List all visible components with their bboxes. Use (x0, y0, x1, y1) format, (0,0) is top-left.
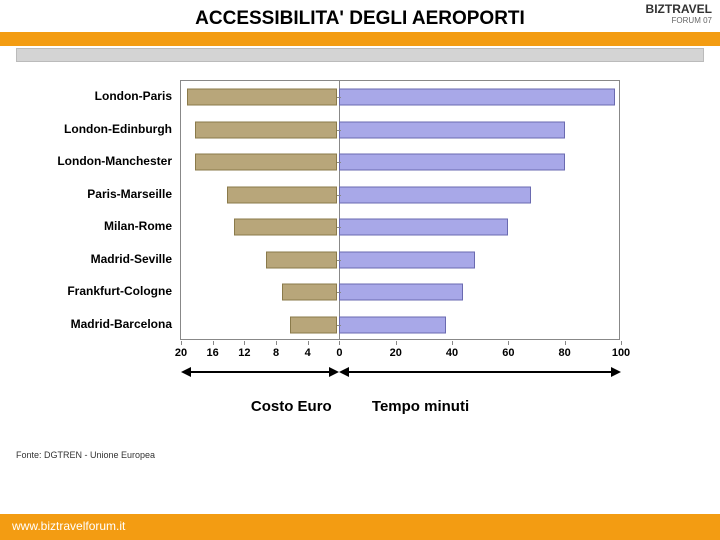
category-label: London-Edinburgh (64, 122, 172, 136)
header: ACCESSIBILITA' DEGLI AEROPORTI BIZTRAVEL… (0, 0, 720, 68)
footer-url: www.biztravelforum.it (12, 519, 125, 533)
logo-line2: FORUM 07 (592, 16, 712, 25)
time-bar (339, 251, 474, 268)
x-tick-label: 40 (446, 347, 458, 359)
logo: BIZTRAVEL FORUM 07 (592, 2, 712, 46)
category-label: Milan-Rome (104, 219, 172, 233)
grey-bar (16, 48, 704, 62)
axis-caption: Costo Euro Tempo minuti (0, 398, 720, 415)
category-label: Madrid-Barcelona (71, 317, 172, 331)
category-label: Madrid-Seville (91, 252, 172, 266)
x-tick-label: 80 (559, 347, 571, 359)
right-axis-arrow (339, 367, 621, 377)
caption-right: Tempo minuti (372, 398, 469, 415)
footer: www.biztravelforum.it (0, 514, 720, 540)
cost-bar (266, 251, 337, 268)
x-tick-label: 60 (502, 347, 514, 359)
caption-left: Costo Euro (251, 398, 332, 415)
cost-bar (234, 219, 337, 236)
cost-bar (195, 154, 338, 171)
cost-bar (282, 284, 337, 301)
cost-bar (195, 121, 338, 138)
x-tick-label: 8 (273, 347, 279, 359)
category-label: London-Paris (95, 89, 172, 103)
x-tick-label: 16 (207, 347, 219, 359)
source-text: Fonte: DGTREN - Unione Europea (16, 450, 155, 460)
category-label: London-Manchester (57, 154, 172, 168)
x-tick-label: 4 (305, 347, 311, 359)
x-tick-label: 0 (336, 347, 342, 359)
category-label: Frankfurt-Cologne (67, 284, 172, 298)
cost-bar (227, 186, 338, 203)
time-bar (339, 219, 508, 236)
left-axis-arrow (181, 367, 339, 377)
time-bar (339, 186, 530, 203)
category-label: Paris-Marseille (87, 187, 172, 201)
cost-bar (187, 89, 337, 106)
time-bar (339, 89, 615, 106)
time-bar (339, 154, 564, 171)
time-bar (339, 316, 446, 333)
x-tick-label: 100 (612, 347, 630, 359)
logo-line1: BIZTRAVEL (592, 2, 712, 16)
time-bar (339, 121, 564, 138)
y-labels: London-Paris London-Edinburgh London-Manch… (50, 80, 176, 340)
cost-bar (290, 316, 338, 333)
x-tick-label: 20 (390, 347, 402, 359)
x-tick-label: 12 (238, 347, 250, 359)
chart-area: 20161284020406080100 (180, 80, 620, 340)
time-bar (339, 284, 463, 301)
chart: London-Paris London-Edinburgh London-Manch… (50, 80, 640, 380)
x-tick-label: 20 (175, 347, 187, 359)
